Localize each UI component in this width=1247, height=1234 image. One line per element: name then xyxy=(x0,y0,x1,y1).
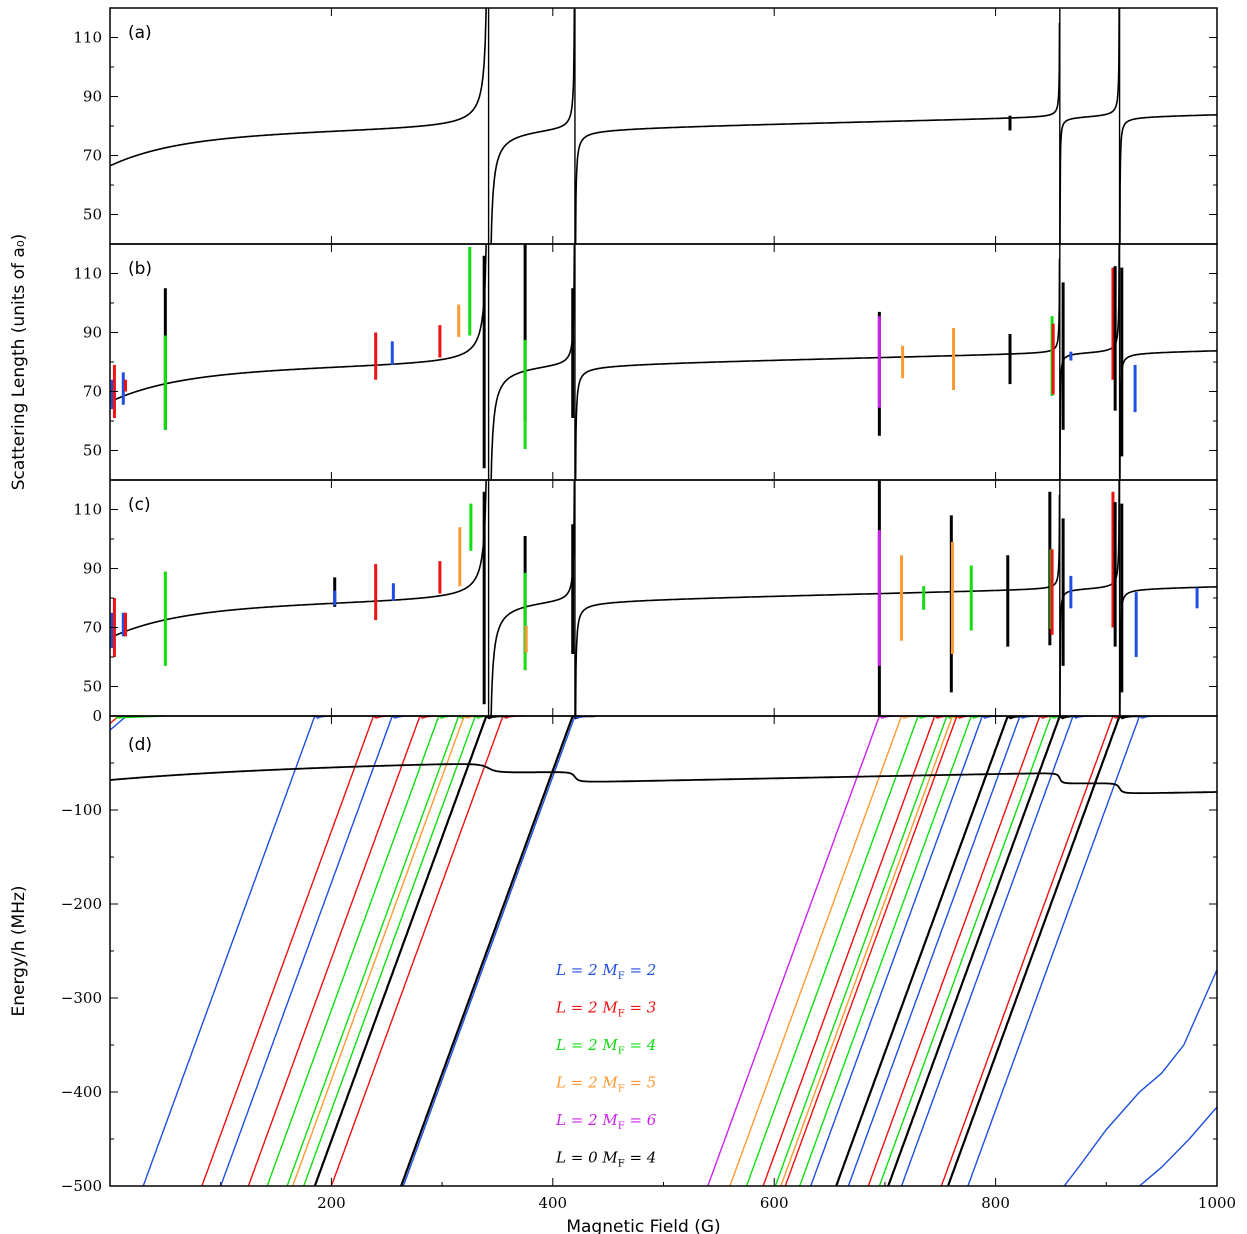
markers-layer xyxy=(110,115,1199,716)
corner-curve xyxy=(110,716,128,731)
frames-layer xyxy=(109,7,1218,1187)
main-bound-state-curve xyxy=(110,763,1217,795)
bound-state-curve xyxy=(247,716,443,1186)
curves-layer xyxy=(110,8,1217,1186)
scattering-length-curve xyxy=(110,244,487,403)
scattering-panel-2-curve xyxy=(110,480,1217,716)
legend-entry: L = 2 MF = 2 xyxy=(555,961,656,982)
legend-entry: L = 2 MF = 4 xyxy=(555,1036,656,1057)
y-tick-label: 90 xyxy=(83,88,102,106)
scattering-length-curve xyxy=(490,8,576,244)
y-tick-label: −500 xyxy=(61,1177,102,1195)
y-tick-label: −100 xyxy=(61,801,102,819)
bound-state-curve xyxy=(292,716,487,1186)
bound-state-curve xyxy=(330,716,526,1186)
scattering-length-curve xyxy=(1059,8,1120,244)
panel-label: (c) xyxy=(128,495,151,515)
bound-state-curve xyxy=(400,716,595,1186)
bound-state-curve xyxy=(810,716,1005,1186)
bound-state-curve xyxy=(780,716,975,1186)
y-tick-label: 110 xyxy=(73,29,102,47)
bound-state-curve xyxy=(220,716,415,1186)
text-layer: 50 70 90 110 (a) 50 70 90 110 (b) 50 70 90 110 (c) 0 −10… xyxy=(9,23,1236,1234)
bound-state-curve xyxy=(835,716,1030,1186)
x-tick-label: 200 xyxy=(317,1194,346,1212)
bound-state-curve xyxy=(313,716,509,1186)
y-tick-label: 70 xyxy=(83,619,102,637)
bound-state-curve xyxy=(847,716,1043,1186)
y-tick-label: 50 xyxy=(83,678,102,696)
x-tick-label: 800 xyxy=(981,1194,1010,1212)
bound-state-curve xyxy=(867,716,1063,1186)
legend-entry: L = 2 MF = 6 xyxy=(555,1111,657,1132)
bound-state-curve xyxy=(774,716,970,1186)
legend-entry: L = 2 MF = 3 xyxy=(555,999,656,1020)
y-tick-label: −400 xyxy=(61,1083,102,1101)
scattering-length-curve xyxy=(110,480,487,639)
bound-state-curve xyxy=(402,716,598,1186)
bound-state-curve xyxy=(887,716,1082,1186)
bound-state-curve xyxy=(784,716,980,1186)
x-axis-title: Magnetic Field (G) xyxy=(566,1217,720,1234)
panel-label: (d) xyxy=(128,735,152,755)
scattering-length-curve xyxy=(574,258,1061,480)
y-axis-title-energy: Energy/h (MHz) xyxy=(9,885,29,1016)
scattering-length-curve xyxy=(1059,480,1120,716)
scattering-panel-0-curve xyxy=(110,8,1217,244)
y-tick-label: 90 xyxy=(83,324,102,342)
bound-state-curve xyxy=(745,716,941,1186)
bound-state-curve xyxy=(946,716,1142,1186)
bound-state-curve xyxy=(940,716,1136,1186)
scattering-length-curve xyxy=(1119,585,1217,716)
y-tick-label: 70 xyxy=(83,147,102,165)
scattering-length-curve xyxy=(490,244,576,480)
bound-state-curve xyxy=(729,716,924,1186)
scattering-length-curve xyxy=(1119,114,1217,244)
bound-state-curve xyxy=(286,716,481,1186)
bound-state-curve xyxy=(142,716,337,1186)
bound-state-curve xyxy=(707,716,902,1186)
y-tick-label: 90 xyxy=(83,560,102,578)
y-tick-label: −300 xyxy=(61,989,102,1007)
scattering-length-curve xyxy=(1119,349,1217,480)
scattering-length-curve xyxy=(110,8,487,167)
energy-panel-frame xyxy=(109,715,1218,1187)
scattering-length-curve xyxy=(1059,244,1120,480)
scattering-panel-1-curve xyxy=(110,244,1217,480)
legend-entry: L = 0 MF = 4 xyxy=(555,1149,656,1170)
bent-state-curve xyxy=(1139,1106,1217,1186)
bound-state-curve xyxy=(878,716,1074,1186)
scattering-length-curve xyxy=(574,494,1061,716)
panel-frame xyxy=(109,7,1218,245)
bound-state-curve xyxy=(967,716,1162,1186)
bent-state-curve xyxy=(1063,969,1217,1186)
scattering-length-curve xyxy=(490,480,576,716)
y-tick-label: 50 xyxy=(83,442,102,460)
y-tick-label: 110 xyxy=(73,265,102,283)
bound-state-curve xyxy=(201,716,396,1186)
y-tick-label: 110 xyxy=(73,501,102,519)
energy-panel-curves xyxy=(110,716,1217,1186)
y-tick-label: 70 xyxy=(83,383,102,401)
y-tick-label: 0 xyxy=(92,707,102,725)
bound-state-curve xyxy=(762,716,957,1186)
x-tick-label: 400 xyxy=(538,1194,567,1212)
panel-label: (b) xyxy=(128,259,152,279)
legend-entry: L = 2 MF = 5 xyxy=(555,1074,656,1095)
y-tick-label: 50 xyxy=(83,206,102,224)
x-tick-label: 1000 xyxy=(1198,1194,1236,1212)
x-tick-label: 600 xyxy=(760,1194,789,1212)
bound-state-curve xyxy=(799,716,994,1186)
bound-state-curve xyxy=(900,716,1096,1186)
bound-state-curve xyxy=(303,716,498,1186)
y-tick-label: −200 xyxy=(61,895,102,913)
y-axis-title-scattering: Scattering Length (units of a₀) xyxy=(9,234,29,491)
scattering-length-curve xyxy=(574,22,1061,244)
panel-label: (a) xyxy=(128,23,152,43)
bound-state-curve xyxy=(266,716,461,1186)
